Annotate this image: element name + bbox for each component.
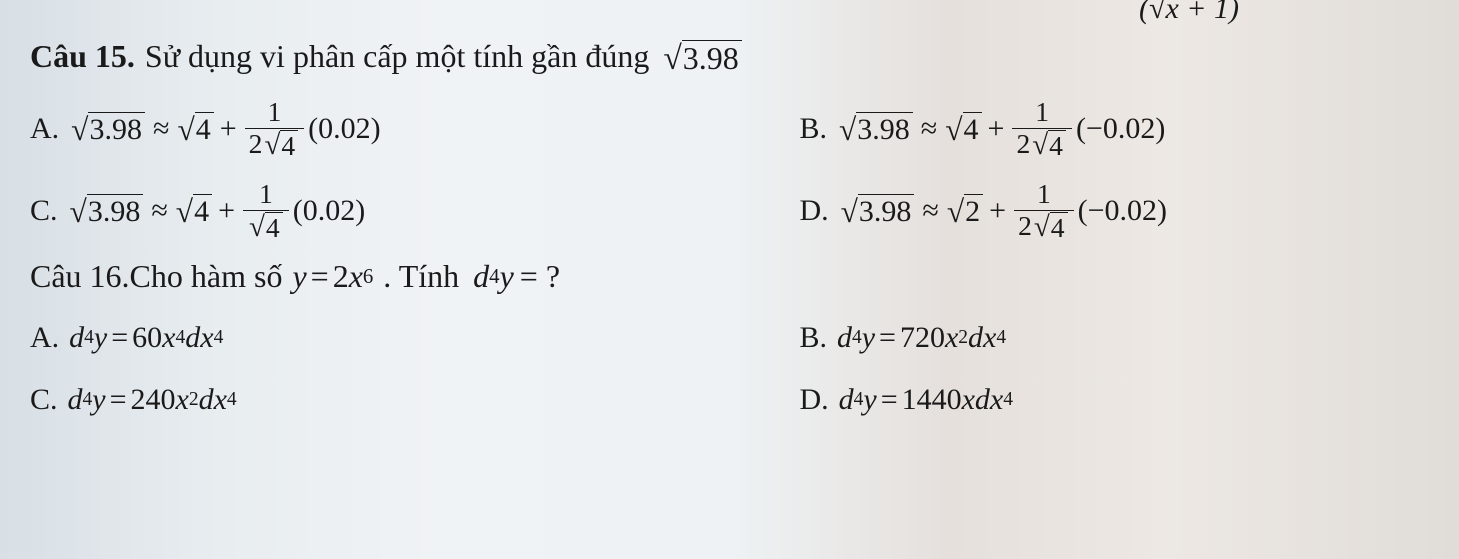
option-label: A. — [30, 112, 59, 146]
option-label: A. — [30, 321, 59, 355]
plus-sign: + — [988, 112, 1005, 146]
q15-prompt-math: 3.98 — [661, 40, 743, 76]
q16-option-d: D. d4y = 1440xdx4 — [799, 375, 1429, 425]
option-label: C. — [30, 383, 58, 417]
denominator: 24 — [1014, 210, 1074, 243]
q15-option-d: D. 3.98 ≈ 2 + 1 24 (−0.02) — [799, 176, 1429, 246]
sqrt-icon: 3.98 — [71, 112, 145, 146]
plus-sign: + — [220, 112, 237, 146]
denominator: 24 — [1012, 128, 1072, 161]
q15-label: Câu 15. — [30, 38, 135, 75]
tail-factor: (−0.02) — [1078, 194, 1167, 228]
q16-b-expr: d4y = 720x2dx4 — [837, 321, 1006, 355]
sqrt-icon: 2 — [947, 194, 983, 228]
numerator: 1 — [1033, 180, 1055, 210]
q16-c-expr: d4y = 240x2dx4 — [68, 383, 237, 417]
q15-title: Câu 15. Sử dụng vi phân cấp một tính gần… — [30, 38, 1429, 76]
sqrt-icon: 4 — [177, 112, 213, 146]
q15-option-b: B. 3.98 ≈ 4 + 1 24 (−0.02) — [799, 94, 1429, 164]
option-label: B. — [799, 321, 827, 355]
q15-row-2: C. 3.98 ≈ 4 + 1 4 (0.02) D. 3.98 ≈ 2 + 1 — [30, 176, 1429, 246]
sqrt-icon: 4 — [264, 130, 298, 161]
sqrt-icon: 4 — [176, 194, 212, 228]
q15-option-c: C. 3.98 ≈ 4 + 1 4 (0.02) — [30, 176, 799, 246]
plus-sign: + — [989, 194, 1006, 228]
q15-prompt: Sử dụng vi phân cấp một tính gần đúng — [145, 38, 649, 75]
q16-prompt-a: Cho hàm số — [130, 258, 283, 295]
q16-option-a: A. d4y = 60x4dx4 — [30, 313, 799, 363]
sqrt-icon: 3.98 — [839, 112, 913, 146]
q16-prompt-b: . Tính — [383, 258, 459, 295]
q16-option-c: C. d4y = 240x2dx4 — [30, 375, 799, 425]
denominator: 24 — [245, 128, 305, 161]
option-label: B. — [799, 112, 827, 146]
q16-func: y = 2x6 — [292, 258, 373, 295]
q15-row-1: A. 3.98 ≈ 4 + 1 24 (0.02) B. 3.98 ≈ 4 + … — [30, 94, 1429, 164]
approx-sign: ≈ — [153, 112, 169, 146]
sqrt-icon: 3.98 — [70, 194, 144, 228]
tail-factor: (0.02) — [293, 194, 365, 228]
sqrt-icon: 3.98 — [663, 40, 741, 76]
q16-label: Câu 16. — [30, 258, 130, 295]
tail-factor: (−0.02) — [1076, 112, 1165, 146]
sqrt-icon: 4 — [1032, 130, 1066, 161]
q16-a-expr: d4y = 60x4dx4 — [69, 321, 223, 355]
denominator: 4 — [243, 210, 289, 243]
plus-sign: + — [218, 194, 235, 228]
q16-d-expr: d4y = 1440xdx4 — [839, 383, 1013, 417]
page-fragment-top: (√x + 1) — [1139, 0, 1239, 26]
numerator: 1 — [255, 180, 277, 210]
approx-sign: ≈ — [921, 112, 937, 146]
q16-title: Câu 16. Cho hàm số y = 2x6 . Tính d4y = … — [30, 258, 1429, 295]
option-label: C. — [30, 194, 58, 228]
q16-ask: d4y = ? — [473, 258, 560, 295]
tail-factor: (0.02) — [308, 112, 380, 146]
approx-sign: ≈ — [922, 194, 938, 228]
q15-option-a: A. 3.98 ≈ 4 + 1 24 (0.02) — [30, 94, 799, 164]
fraction: 1 24 — [1014, 180, 1074, 243]
sqrt-icon: 3.98 — [841, 194, 915, 228]
q16-options: A. d4y = 60x4dx4 B. d4y = 720x2dx4 C. d4… — [30, 313, 1429, 425]
fraction: 1 24 — [1012, 98, 1072, 161]
approx-sign: ≈ — [151, 194, 167, 228]
q15-c-expr: 3.98 ≈ 4 + 1 4 (0.02) — [68, 180, 366, 243]
q15-b-expr: 3.98 ≈ 4 + 1 24 (−0.02) — [837, 98, 1165, 161]
sqrt-icon: 4 — [249, 212, 283, 243]
numerator: 1 — [1031, 98, 1053, 128]
q16-option-b: B. d4y = 720x2dx4 — [799, 313, 1429, 363]
sqrt-icon: 4 — [945, 112, 981, 146]
q15-d-expr: 3.98 ≈ 2 + 1 24 (−0.02) — [839, 180, 1167, 243]
numerator: 1 — [264, 98, 286, 128]
sqrt-icon: 4 — [1034, 212, 1068, 243]
fraction: 1 4 — [243, 180, 289, 243]
option-label: D. — [799, 194, 828, 228]
fraction: 1 24 — [245, 98, 305, 161]
q15-a-expr: 3.98 ≈ 4 + 1 24 (0.02) — [69, 98, 380, 161]
option-label: D. — [799, 383, 828, 417]
